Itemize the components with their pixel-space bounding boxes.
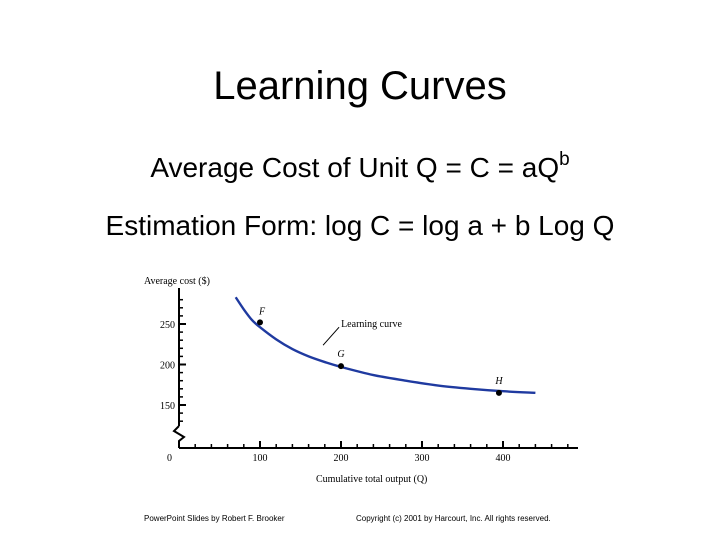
- y-origin-label: 0: [167, 453, 172, 464]
- tick-marks: 100 200 300 400 0 150 200 250: [160, 298, 569, 464]
- y-tick-label: 150: [160, 401, 175, 412]
- point-h: [495, 389, 502, 396]
- formula-exponent: b: [559, 149, 570, 170]
- learning-curve-chart: Average cost ($) 100 200 300 4000150200250 …: [144, 276, 578, 485]
- curve-label-leader: [322, 326, 340, 346]
- curve-layer: [234, 296, 536, 395]
- footer-author: PowerPoint Slides by Robert F. Brooker: [144, 514, 285, 523]
- point-label-g: G: [337, 349, 344, 360]
- curve-label: Learning curve: [341, 319, 402, 330]
- x-tick-label: 400: [496, 453, 511, 464]
- x-tick-label: 300: [415, 453, 430, 464]
- formula-text: Average Cost of Unit Q = C = aQ: [150, 152, 560, 183]
- average-cost-formula: Average Cost of Unit Q = C = aQb: [0, 150, 720, 186]
- estimation-form: Estimation Form: log C = log a + b Log Q: [105, 210, 615, 241]
- learning-curve-line: [234, 296, 536, 395]
- axes: [172, 288, 578, 449]
- point-label-h: H: [494, 376, 503, 387]
- points-layer: F G H Learning curve: [257, 306, 503, 396]
- point-g: [338, 363, 344, 370]
- x-tick-label: 100: [253, 453, 268, 464]
- x-axis-label: Cumulative total output (Q): [316, 474, 427, 485]
- x-tick-label: 200: [334, 453, 349, 464]
- slide-title: Learning Curves: [213, 64, 507, 108]
- y-axis-break: [172, 425, 186, 448]
- point-f: [257, 319, 263, 326]
- footer-copyright: Copyright (c) 2001 by Harcourt, Inc. All…: [356, 514, 551, 523]
- y-tick-label: 200: [160, 361, 175, 372]
- y-tick-label: 250: [160, 320, 175, 331]
- y-axis-label: Average cost ($): [144, 276, 210, 287]
- point-label-f: F: [258, 306, 266, 317]
